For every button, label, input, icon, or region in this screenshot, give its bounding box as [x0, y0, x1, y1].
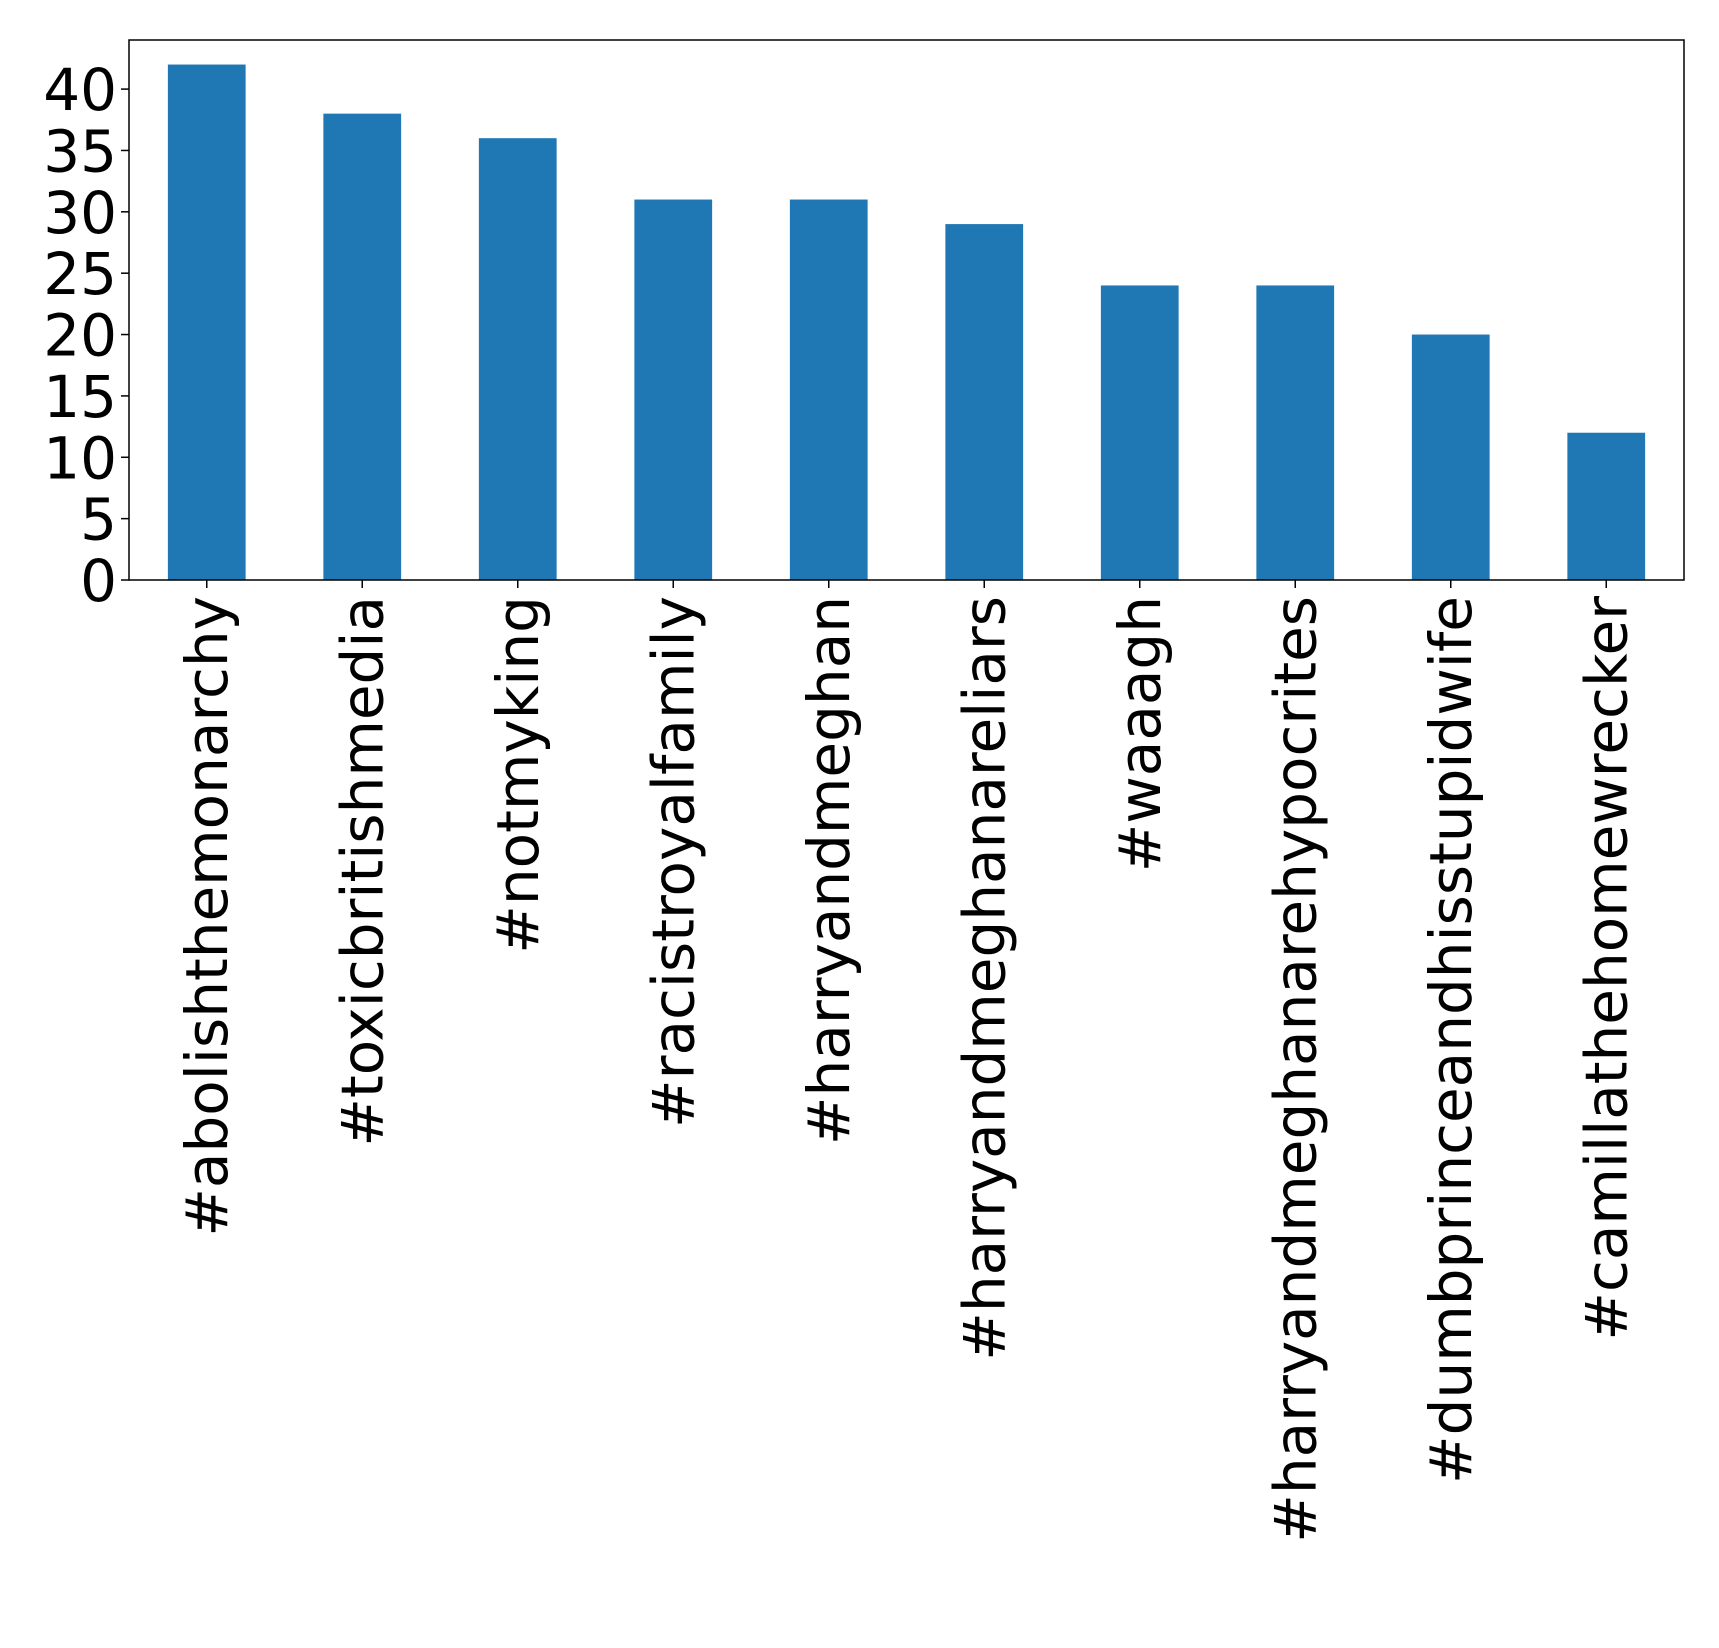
x-tick-label-1: #toxicbritishmedia — [328, 596, 396, 1147]
y-tick-label-6: 30 — [43, 179, 117, 247]
bar-4 — [789, 199, 868, 580]
x-tick-label-5: #harryandmeghanareliars — [950, 596, 1018, 1361]
bars-group — [167, 64, 1646, 581]
bar-3 — [634, 199, 713, 580]
bar-7 — [1256, 285, 1335, 580]
y-tick-label-7: 35 — [43, 117, 117, 185]
x-tick-label-2: #notmyking — [484, 596, 552, 954]
x-tick-label-0: #abolishthemonarchy — [173, 596, 241, 1237]
x-tick-label-6: #waaagh — [1106, 596, 1174, 872]
bar-2 — [478, 138, 557, 580]
bar-1 — [323, 113, 402, 581]
x-tick-label-7: #harryandmeghanarehypocrites — [1261, 596, 1329, 1543]
bar-5 — [945, 224, 1024, 580]
y-tick-label-3: 15 — [43, 363, 117, 431]
y-tick-label-8: 40 — [43, 56, 117, 124]
y-tick-label-5: 25 — [43, 240, 117, 308]
bar-6 — [1100, 285, 1179, 580]
x-tick-label-8: #dumbprinceandhisstupidwife — [1417, 596, 1485, 1484]
y-tick-label-1: 5 — [80, 486, 117, 554]
plot-area-frame — [128, 39, 1685, 581]
bar-8 — [1411, 334, 1490, 580]
x-tick-label-3: #racistroyalfamily — [639, 596, 707, 1128]
y-tick-label-0: 0 — [80, 547, 117, 615]
x-tick-label-9: #camillathehomewrecker — [1572, 596, 1640, 1341]
bar-0 — [167, 64, 246, 580]
bar-9 — [1567, 432, 1646, 580]
y-tick-label-4: 20 — [43, 302, 117, 370]
y-tick-label-2: 10 — [43, 424, 117, 492]
x-tick-label-4: #harryandmeghan — [795, 596, 863, 1145]
x-axis: #abolishthemonarchy #toxicbritishmedia #no… — [173, 580, 1640, 1543]
